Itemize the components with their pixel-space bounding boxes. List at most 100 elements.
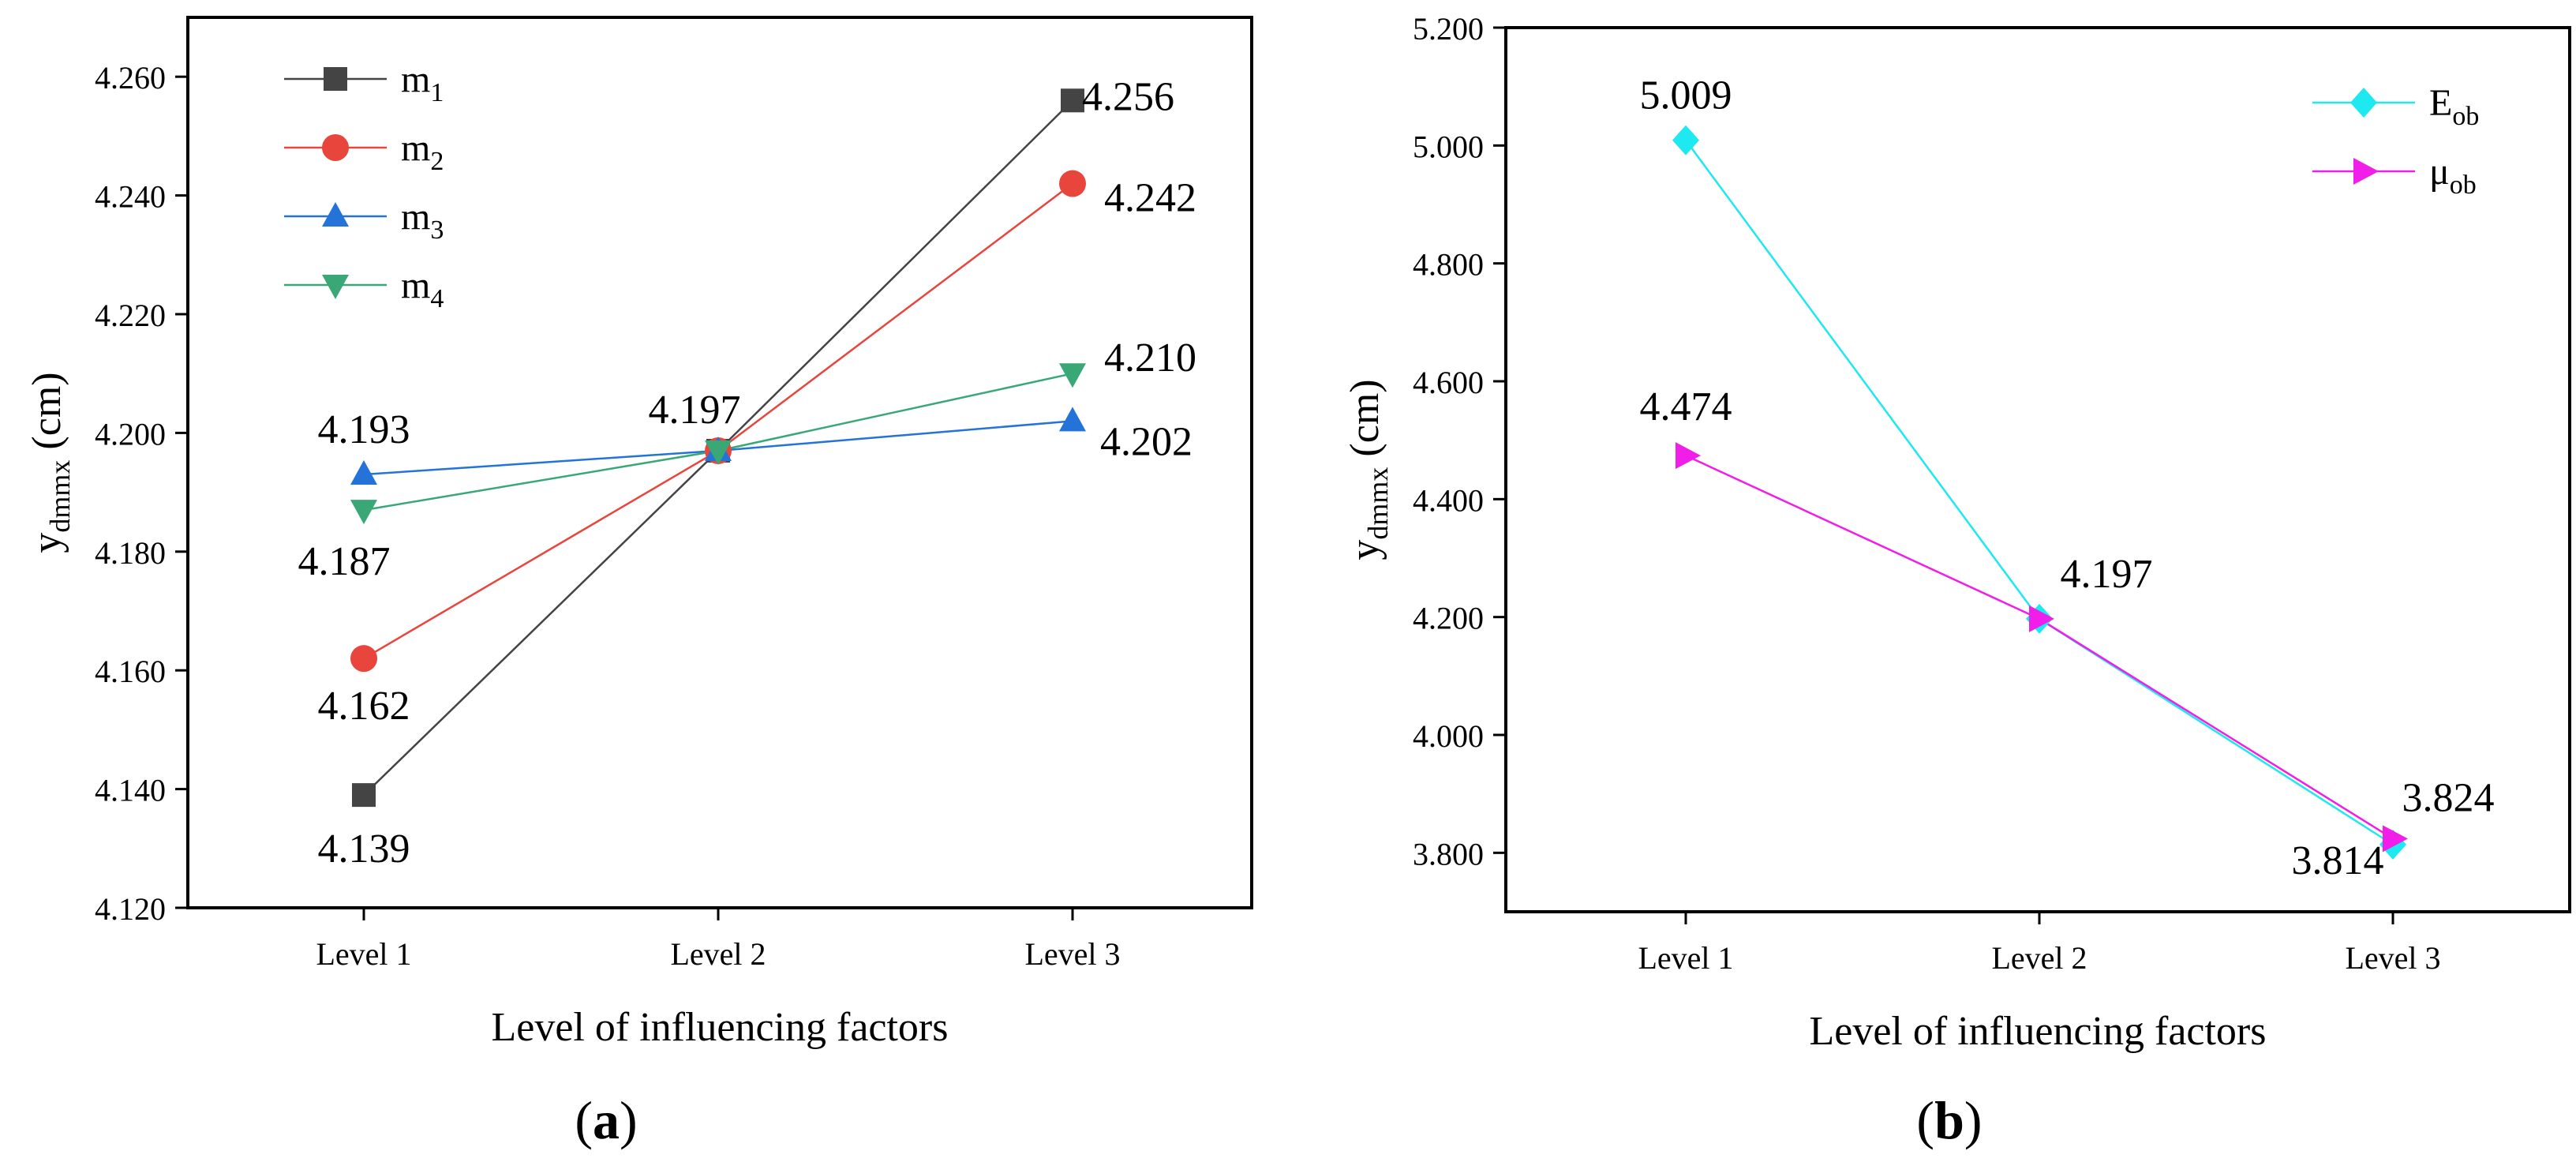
panel-label-letter: a bbox=[593, 1090, 620, 1150]
x-tick-label: Level 3 bbox=[2345, 940, 2440, 976]
data-label: 4.193 bbox=[318, 407, 410, 452]
y-tick-label: 4.160 bbox=[95, 654, 166, 689]
y-tick-label: 4.200 bbox=[95, 416, 166, 452]
legend-label-1: μob bbox=[2429, 151, 2477, 200]
panel-label-letter: b bbox=[1934, 1090, 1964, 1150]
legend-label-sub: 1 bbox=[430, 78, 444, 107]
data-label: 4.202 bbox=[1100, 419, 1193, 464]
legend-label-sub: 4 bbox=[430, 284, 444, 313]
data-point-3-2 bbox=[1059, 363, 1086, 388]
legend-label-name: μ bbox=[2429, 151, 2450, 193]
x-tick-label: Level 1 bbox=[1638, 940, 1733, 976]
y-tick-label: 4.140 bbox=[95, 773, 166, 808]
plot-frame bbox=[186, 16, 1253, 909]
data-label: 4.210 bbox=[1104, 335, 1196, 380]
y-tick-label: 4.240 bbox=[95, 179, 166, 215]
data-label: 4.242 bbox=[1104, 176, 1196, 221]
x-axis-title: Level of influencing factors bbox=[1810, 1009, 2267, 1054]
legend-label-1: m2 bbox=[401, 127, 444, 176]
data-point-0-0 bbox=[1672, 125, 1699, 156]
y-tick-label: 4.120 bbox=[95, 891, 166, 927]
x-tick-label: Level 3 bbox=[1024, 936, 1120, 972]
y-tick-label: 4.180 bbox=[95, 535, 166, 571]
panel-label-open: ( bbox=[575, 1090, 593, 1150]
data-label: 3.824 bbox=[2402, 775, 2495, 820]
data-point-3-1 bbox=[705, 440, 732, 465]
data-point-1-0 bbox=[1676, 442, 1701, 470]
y-tick-label: 5.000 bbox=[1413, 129, 1484, 164]
x-tick-label: Level 2 bbox=[1991, 940, 2087, 976]
legend-marker-0 bbox=[324, 67, 347, 91]
data-label: 3.814 bbox=[2292, 838, 2384, 883]
panel-b-chart: 3.800 4.000 4.200 4.400 4.600 4.800 5.000 5.200… bbox=[1342, 11, 2571, 1150]
data-point-2-0 bbox=[350, 460, 377, 485]
data-label: 4.256 bbox=[1082, 74, 1174, 119]
data-point-0-2 bbox=[1061, 88, 1084, 113]
panel-label-close: ) bbox=[620, 1090, 638, 1150]
legend-marker-2 bbox=[322, 202, 349, 227]
data-label: 4.474 bbox=[1640, 384, 1732, 429]
y-tick-label: 5.200 bbox=[1413, 11, 1484, 47]
panel-label-close: ) bbox=[1964, 1090, 1983, 1150]
data-label: 4.139 bbox=[318, 827, 410, 872]
y-tick-label: 4.400 bbox=[1413, 482, 1484, 518]
y-axis-title: ydmmx (cm) bbox=[1342, 379, 1394, 560]
legend-marker-1 bbox=[322, 134, 349, 161]
legend-label-sub: ob bbox=[2452, 102, 2479, 131]
legend-label-0: Eob bbox=[2429, 82, 2479, 131]
plot-frame bbox=[1504, 26, 2571, 913]
y-axis-title: ydmmx (cm) bbox=[24, 372, 76, 553]
y-axis-title-unit: (cm) bbox=[1342, 379, 1387, 467]
x-tick-label: Level 1 bbox=[316, 936, 411, 972]
y-axis-title-sub: dmmx bbox=[1362, 467, 1394, 540]
legend-label-sub: 2 bbox=[430, 147, 444, 176]
panel-label-open: ( bbox=[1916, 1090, 1934, 1150]
data-label: 4.162 bbox=[318, 684, 410, 729]
legend-label-name: m bbox=[401, 127, 430, 169]
legend-label-sub: 3 bbox=[430, 216, 444, 245]
y-tick-label: 4.220 bbox=[95, 298, 166, 333]
data-label: 4.187 bbox=[298, 539, 391, 584]
data-point-1-2 bbox=[1059, 170, 1086, 197]
panel-label: (b) bbox=[1916, 1090, 1982, 1150]
series-line-0 bbox=[1684, 139, 2394, 845]
legend-label-name: E bbox=[2429, 82, 2452, 124]
data-label: 4.197 bbox=[649, 388, 741, 433]
y-tick-label: 3.800 bbox=[1413, 836, 1484, 872]
y-tick-label: 4.600 bbox=[1413, 365, 1484, 400]
y-tick-label: 4.200 bbox=[1413, 601, 1484, 636]
x-tick-label: Level 2 bbox=[670, 936, 766, 972]
panel-a-chart: 4.120 4.140 4.160 4.180 4.200 4.220 4.240 4.260… bbox=[24, 16, 1253, 1150]
y-tick-label: 4.000 bbox=[1413, 718, 1484, 754]
data-point-1-2 bbox=[2383, 825, 2408, 853]
panel-label: (a) bbox=[575, 1090, 637, 1150]
x-axis-title: Level of influencing factors bbox=[492, 1005, 949, 1050]
data-point-1-0 bbox=[350, 645, 377, 673]
data-label: 5.009 bbox=[1640, 73, 1732, 118]
legend-label-0: m1 bbox=[401, 58, 444, 107]
y-axis-title-base: y bbox=[1342, 540, 1387, 560]
legend-label-3: m4 bbox=[401, 264, 444, 313]
y-axis-title-sub: dmmx bbox=[44, 460, 76, 533]
data-label: 4.197 bbox=[2061, 552, 2153, 597]
data-point-1-1 bbox=[2029, 605, 2054, 632]
legend-label-name: m bbox=[401, 264, 430, 306]
legend-marker-0 bbox=[2350, 88, 2377, 118]
y-tick-label: 4.260 bbox=[95, 60, 166, 96]
y-tick-label: 4.800 bbox=[1413, 247, 1484, 283]
series-line-1 bbox=[1685, 454, 2394, 840]
legend-label-2: m3 bbox=[401, 196, 444, 245]
y-axis-title-unit: (cm) bbox=[24, 372, 69, 459]
data-point-0-0 bbox=[352, 783, 376, 808]
legend-label-sub: ob bbox=[2450, 171, 2477, 200]
legend-label-name: m bbox=[401, 58, 430, 100]
y-axis-title-base: y bbox=[24, 533, 69, 553]
legend-marker-3 bbox=[322, 275, 349, 299]
legend-marker-1 bbox=[2353, 158, 2379, 185]
data-point-3-0 bbox=[350, 500, 377, 525]
legend-label-name: m bbox=[401, 196, 430, 238]
data-point-2-2 bbox=[1059, 407, 1086, 432]
